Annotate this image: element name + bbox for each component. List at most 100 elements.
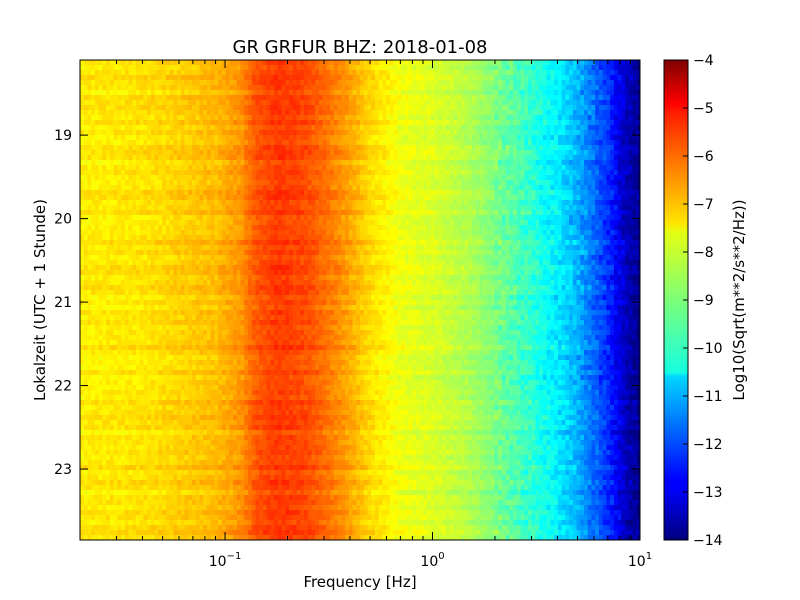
heatmap-cell: [348, 140, 354, 146]
heatmap-cell: [423, 130, 428, 136]
heatmap-cell: [625, 145, 630, 151]
heatmap-cell: [341, 80, 346, 86]
heatmap-cell: [300, 215, 305, 221]
heatmap-cell: [382, 195, 387, 201]
heatmap-cell: [565, 150, 570, 156]
heatmap-cell: [468, 205, 473, 211]
heatmap-cell: [442, 195, 447, 201]
heatmap-cell: [236, 170, 242, 176]
heatmap-cell: [304, 125, 309, 131]
heatmap-cell: [554, 165, 559, 171]
heatmap-cell: [494, 155, 499, 161]
heatmap-cell: [557, 110, 563, 116]
heatmap-cell: [472, 170, 477, 176]
heatmap-cell: [550, 165, 555, 171]
heatmap-cell: [498, 110, 503, 116]
heatmap-cell: [374, 70, 380, 76]
heatmap-cell: [430, 115, 436, 121]
heatmap-cell: [139, 220, 145, 226]
heatmap-cell: [423, 100, 428, 106]
heatmap-cell: [621, 210, 626, 216]
heatmap-cell: [91, 120, 96, 126]
heatmap-cell: [244, 140, 249, 146]
heatmap-cell: [177, 180, 182, 186]
heatmap-cell: [124, 140, 130, 146]
heatmap-cell: [326, 165, 331, 171]
heatmap-cell: [356, 175, 361, 181]
heatmap-cell: [528, 85, 533, 91]
heatmap-cell: [531, 150, 537, 156]
heatmap-cell: [416, 190, 421, 196]
heatmap-cell: [177, 115, 182, 121]
heatmap-cell: [550, 215, 555, 221]
heatmap-cell: [326, 60, 331, 66]
heatmap-cell: [360, 110, 365, 116]
heatmap-cell: [584, 205, 589, 211]
heatmap-cell: [233, 125, 238, 131]
heatmap-cell: [128, 120, 133, 126]
heatmap-cell: [363, 60, 369, 66]
heatmap-cell: [341, 150, 346, 156]
heatmap-cell: [300, 185, 305, 191]
heatmap-cell: [371, 155, 376, 161]
heatmap-cell: [613, 140, 619, 146]
heatmap-cell: [98, 225, 103, 231]
heatmap-cell: [326, 70, 331, 76]
heatmap-cell: [199, 205, 204, 211]
heatmap-cell: [248, 130, 253, 136]
heatmap-cell: [206, 100, 212, 106]
heatmap-cell: [184, 120, 189, 126]
heatmap-cell: [397, 85, 402, 91]
heatmap-cell: [367, 120, 372, 126]
heatmap-cell: [188, 150, 193, 156]
heatmap-cell: [490, 160, 495, 166]
heatmap-cell: [259, 185, 264, 191]
heatmap-cell: [233, 140, 238, 146]
heatmap-cell: [479, 60, 484, 66]
heatmap-cell: [389, 205, 395, 211]
heatmap-cell: [613, 105, 619, 111]
heatmap-cell: [352, 110, 357, 116]
heatmap-cell: [80, 180, 85, 186]
heatmap-cell: [442, 170, 447, 176]
heatmap-cell: [576, 220, 581, 226]
heatmap-cell: [143, 150, 148, 156]
heatmap-cell: [401, 105, 406, 111]
heatmap-cell: [330, 80, 335, 86]
heatmap-cell: [557, 115, 563, 121]
heatmap-cell: [423, 85, 428, 91]
heatmap-cell: [210, 215, 215, 221]
heatmap-cell: [453, 120, 458, 126]
heatmap-cell: [587, 130, 593, 136]
heatmap-cell: [524, 150, 529, 156]
heatmap-cell: [102, 105, 107, 111]
heatmap-cell: [434, 70, 439, 76]
heatmap-cell: [587, 110, 593, 116]
heatmap-cell: [315, 80, 320, 86]
heatmap-cell: [322, 110, 327, 116]
heatmap-cell: [539, 120, 544, 126]
heatmap-cell: [136, 180, 141, 186]
heatmap-cell: [94, 215, 100, 221]
heatmap-cell: [416, 90, 421, 96]
heatmap-cell: [636, 195, 640, 201]
heatmap-cell: [464, 130, 469, 136]
heatmap-cell: [382, 130, 387, 136]
heatmap-cell: [169, 60, 174, 66]
heatmap-cell: [546, 170, 551, 176]
heatmap-cell: [117, 70, 122, 76]
heatmap-cell: [445, 145, 451, 151]
heatmap-cell: [457, 170, 462, 176]
heatmap-cell: [464, 80, 469, 86]
heatmap-cell: [251, 190, 257, 196]
heatmap-cell: [277, 210, 283, 216]
heatmap-cell: [98, 185, 103, 191]
heatmap-cell: [345, 220, 350, 226]
heatmap-cell: [143, 220, 148, 226]
heatmap-cell: [472, 80, 477, 86]
heatmap-cell: [472, 75, 477, 81]
heatmap-cell: [333, 110, 339, 116]
heatmap-cell: [356, 60, 361, 66]
heatmap-cell: [91, 170, 96, 176]
heatmap-cell: [475, 135, 481, 141]
